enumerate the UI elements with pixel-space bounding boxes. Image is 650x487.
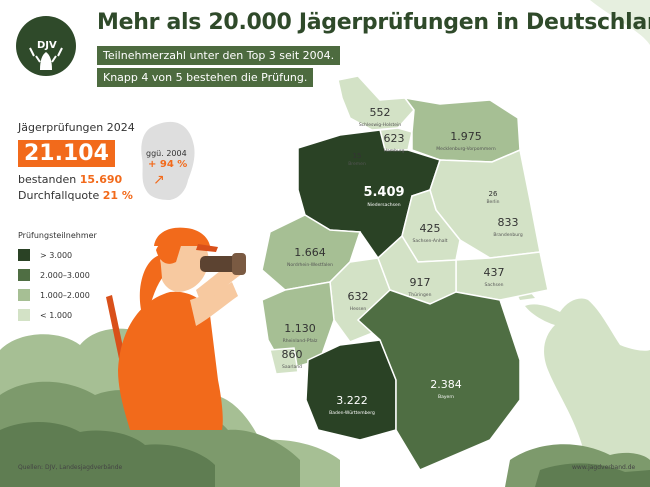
state-name: Saarland <box>282 364 302 370</box>
state-region <box>261 281 335 371</box>
state-value: 1.664 <box>294 246 326 259</box>
subtitle-2: Knapp 4 von 5 bestehen die Prüfung. <box>97 68 314 87</box>
legend-item: 2.000–3.000 <box>18 269 90 281</box>
state-name: Baden-Württemberg <box>329 410 375 416</box>
state-name: Berlin <box>486 199 499 205</box>
legend-swatch <box>18 249 30 261</box>
state-name: Rheinland-Pfalz <box>283 338 318 344</box>
germany-mini-map <box>141 121 195 200</box>
since-value: + 94 % <box>148 159 188 170</box>
legend-swatch <box>18 289 30 301</box>
fail-label: Durchfallquote <box>18 189 100 202</box>
page-title: Mehr als 20.000 Jägerprüfungen in Deutsc… <box>97 10 650 35</box>
state-region <box>337 75 415 131</box>
state-value: 1.130 <box>284 322 316 335</box>
legend-swatch <box>18 309 30 321</box>
state-name: Hessen <box>350 306 367 312</box>
state-name: Bayern <box>438 394 454 400</box>
state-region <box>269 347 299 375</box>
state-value: 437 <box>484 266 505 279</box>
state-value: 1.975 <box>450 130 482 143</box>
passed-value: 15.690 <box>79 173 123 186</box>
legend-item: < 1.000 <box>18 309 72 321</box>
state-name: Thüringen <box>408 292 432 298</box>
state-name: Mecklenburg-Vorpommern <box>436 146 496 152</box>
state-name: Schleswig-Holstein <box>359 122 401 128</box>
djv-logo <box>16 16 76 76</box>
state-value: 26 <box>489 190 498 198</box>
state-value: 5.409 <box>363 185 404 200</box>
legend-label: 1.000–2.000 <box>40 290 90 300</box>
legend-title: Prüfungsteilnehmer <box>18 231 97 240</box>
total-exams: 21.104 <box>18 140 115 167</box>
logo-text: DJV <box>37 40 57 51</box>
passed-line: bestanden 15.690 <box>18 173 122 186</box>
state-value: 860 <box>282 348 303 361</box>
state-value: 833 <box>498 216 519 229</box>
fail-value: 21 % <box>102 189 133 202</box>
stats-heading: Jägerprüfungen 2024 <box>18 121 135 134</box>
state-value: 15 <box>353 152 362 160</box>
website-link[interactable]: www.jagdverband.de <box>572 464 636 471</box>
legend-label: < 1.000 <box>40 310 73 320</box>
legend-item: 1.000–2.000 <box>18 289 90 301</box>
state-name: Sachsen-Anhalt <box>413 238 448 244</box>
state-value: 623 <box>384 132 405 145</box>
state-name: Sachsen <box>485 282 504 288</box>
state-name: Brandenburg <box>493 232 523 238</box>
state-region <box>305 339 397 441</box>
legend-label: 2.000–3.000 <box>40 270 90 280</box>
state-value: 3.222 <box>336 394 368 407</box>
state-value: 632 <box>348 290 369 303</box>
source-note: Quellen: DJV, Landesjagdverbände <box>18 464 123 471</box>
state-value: 552 <box>370 106 391 119</box>
legend-label: > 3.000 <box>40 250 73 260</box>
state-value: 425 <box>420 222 441 235</box>
state-value: 2.384 <box>430 378 462 391</box>
legend-swatch <box>18 269 30 281</box>
since-label: ggü. 2004 <box>146 149 187 158</box>
legend-item: > 3.000 <box>18 249 72 261</box>
state-name: Hamburg <box>384 148 405 154</box>
state-name: Niedersachsen <box>367 202 400 208</box>
state-region <box>356 289 521 471</box>
state-name: Nordrhein-Westfalen <box>287 262 333 268</box>
state-name: Bremen <box>348 161 366 167</box>
passed-label: bestanden <box>18 173 77 186</box>
state-value: 917 <box>410 276 431 289</box>
arrow-up-icon: ↗ <box>153 172 165 188</box>
fail-line: Durchfallquote 21 % <box>18 189 133 202</box>
hunter-illustration <box>106 227 246 430</box>
subtitle-1: Teilnehmerzahl unter den Top 3 seit 2004… <box>97 46 341 65</box>
